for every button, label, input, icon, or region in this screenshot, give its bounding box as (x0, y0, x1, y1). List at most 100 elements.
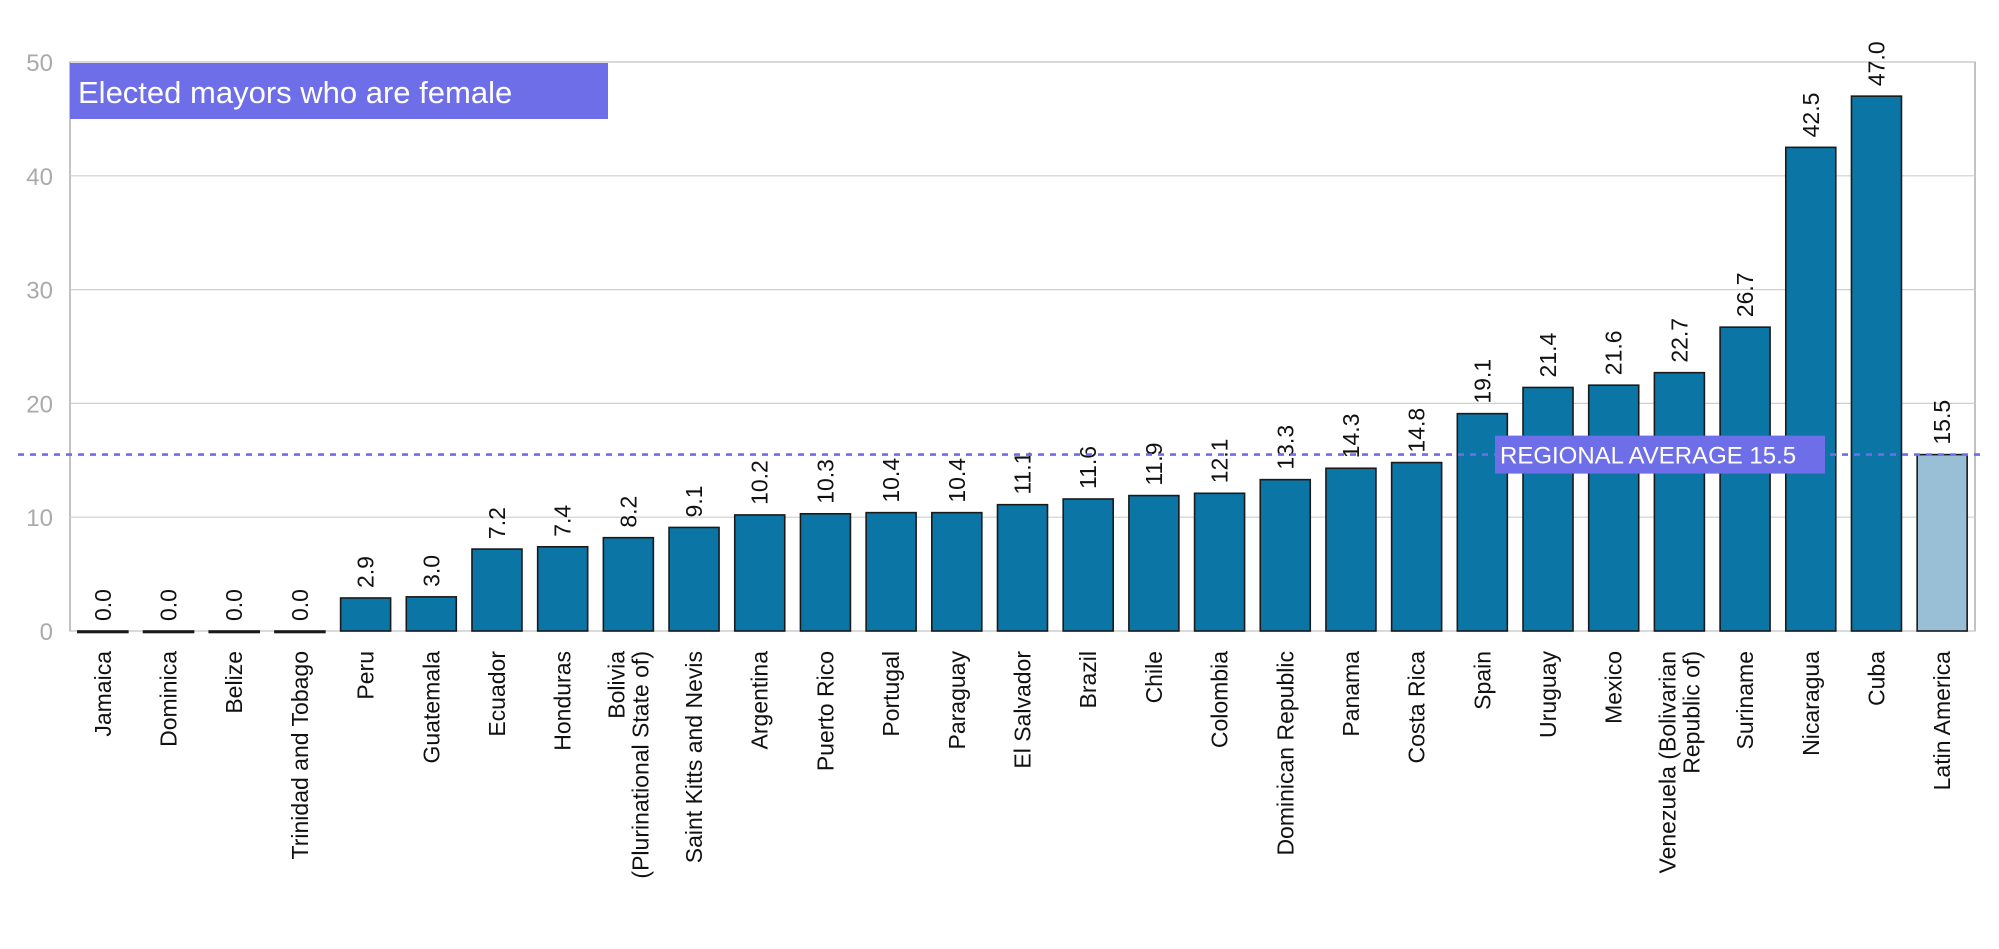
bar-ecuador (471, 548, 523, 632)
category-label: Brazil (1075, 651, 1101, 709)
value-label: 10.2 (747, 460, 773, 505)
category-label: Saint Kitts and Nevis (681, 651, 707, 863)
category-label-line: Cuba (1863, 651, 1889, 706)
bar-panama (1325, 467, 1377, 632)
category-label: Chile (1141, 651, 1167, 703)
category-label-line: Dominica (156, 651, 182, 747)
value-label: 22.7 (1666, 318, 1692, 363)
category-label: Jamaica (90, 651, 116, 737)
y-axis-ticks: 0 10 20 30 40 50 (26, 50, 53, 646)
value-label: 11.1 (1010, 452, 1036, 495)
bar-trinidad-and-tobago (274, 630, 326, 634)
bar-nicaragua (1784, 146, 1837, 632)
y-tick-label: 0 (40, 619, 53, 646)
category-label: Mexico (1601, 651, 1627, 724)
regional-average: REGIONAL AVERAGE 15.5 (18, 435, 1985, 474)
category-label: Portugal (878, 651, 904, 737)
category-label: El Salvador (1010, 651, 1036, 769)
title-badge (70, 63, 608, 119)
bar-paraguay (931, 511, 983, 632)
category-label-line: Argentina (747, 651, 773, 750)
category-label-line: Trinidad and Tobago (287, 651, 313, 859)
value-label: 0.0 (90, 589, 116, 621)
bar-dominican-republic (1259, 478, 1312, 632)
y-tick-label: 50 (26, 50, 53, 77)
value-label: 8.2 (615, 496, 641, 528)
category-label: Honduras (550, 651, 576, 751)
value-label: 26.7 (1732, 272, 1758, 317)
bar-guatemala (405, 596, 458, 632)
y-tick-label: 20 (26, 391, 53, 418)
y-tick-label: 40 (26, 164, 53, 191)
category-label-line: Peru (353, 651, 379, 700)
bar-brazil (1062, 498, 1114, 632)
category-label: Guatemala (418, 651, 444, 764)
category-label: Nicaragua (1798, 651, 1824, 756)
value-label: 19.1 (1469, 359, 1495, 404)
bar-chile (1128, 494, 1180, 632)
category-label-line: Paraguay (944, 651, 970, 750)
value-label: 14.8 (1404, 408, 1430, 453)
value-label: 13.3 (1272, 425, 1298, 470)
bar-venezuela-bolivarian-republic-of- (1653, 371, 1706, 632)
value-label: 14.3 (1338, 414, 1364, 459)
bar-jamaica (77, 630, 129, 634)
category-label-line: Honduras (550, 651, 576, 751)
value-label: 9.1 (681, 485, 707, 517)
value-label: 10.3 (812, 459, 838, 504)
bar-el-salvador (996, 503, 1049, 632)
value-label: 3.0 (418, 555, 444, 587)
category-label-line: Dominican Republic (1272, 651, 1298, 856)
category-label-line: (Plurinational State of) (627, 651, 653, 879)
value-label: 2.9 (353, 556, 379, 588)
category-label-line: Bolivia (603, 651, 629, 719)
category-label: Latin America (1929, 651, 1955, 791)
category-label-line: Nicaragua (1798, 651, 1824, 756)
category-label: Puerto Rico (812, 651, 838, 771)
category-label: Cuba (1863, 651, 1889, 706)
category-label: Belize (221, 651, 247, 714)
bar-argentina (733, 514, 786, 632)
bar-honduras (536, 545, 589, 632)
value-label: 11.6 (1075, 446, 1101, 489)
bar-dominica (142, 630, 195, 634)
category-label: Dominica (156, 651, 182, 747)
value-label: 10.4 (944, 458, 970, 503)
value-label: 21.4 (1535, 332, 1561, 377)
category-label-line: El Salvador (1010, 651, 1036, 769)
category-label-line: Spain (1469, 651, 1495, 710)
bar-uruguay (1522, 386, 1574, 632)
bar-costa-rica (1390, 461, 1443, 632)
category-label-line: Mexico (1601, 651, 1627, 724)
bar-cuba (1850, 95, 1903, 632)
category-label-line: Suriname (1732, 651, 1758, 749)
category-label-line: Portugal (878, 651, 904, 737)
category-label: Costa Rica (1404, 651, 1430, 764)
category-label: Suriname (1732, 651, 1758, 749)
chart-title: Elected mayors who are female (78, 75, 512, 110)
value-label: 12.1 (1207, 439, 1233, 484)
title-group: Elected mayors who are female (70, 63, 608, 119)
category-label-line: Uruguay (1535, 651, 1561, 738)
category-label-line: Puerto Rico (812, 651, 838, 771)
bar-latin-america (1916, 453, 1968, 632)
value-label: 7.2 (484, 507, 510, 539)
category-labels: Jamaica Dominica Belize Trinidad and Tobago… (90, 651, 1955, 879)
regional-average-badge (1495, 435, 1825, 474)
value-label: 0.0 (287, 589, 313, 621)
category-label-line: Latin America (1929, 651, 1955, 791)
category-label: Colombia (1207, 651, 1233, 748)
bar-suriname (1719, 326, 1771, 632)
category-label-line: Brazil (1075, 651, 1101, 709)
value-label: 0.0 (156, 589, 182, 621)
category-label-line: Costa Rica (1404, 651, 1430, 764)
category-label-line: Venezuela (Bolivarian (1654, 651, 1680, 873)
bar-puerto-rico (799, 512, 852, 632)
regional-average-label: REGIONAL AVERAGE 15.5 (1500, 443, 1796, 470)
value-label: 7.4 (550, 505, 576, 537)
bars (77, 95, 1968, 634)
y-tick-label: 30 (26, 278, 53, 305)
